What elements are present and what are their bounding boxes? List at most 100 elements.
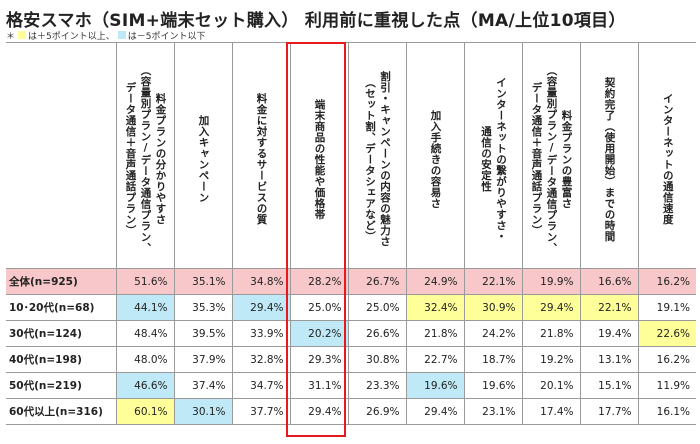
value-cell: 19.4%	[579, 320, 639, 347]
table-row: 50代(n=219) 46.6% 37.4% 34.7% 31.1% 23.3% 19.6%…	[6, 372, 696, 399]
legend-low-label: は－5ポイント以下	[127, 31, 206, 42]
value-cell: 30.8%	[347, 346, 407, 373]
value-cell: 16.2%	[637, 268, 696, 295]
value-cell: 30.9%	[463, 294, 523, 321]
value-cell: 51.6%	[115, 268, 175, 295]
value-cell: 16.2%	[637, 346, 696, 373]
value-cell: 44.1%	[115, 294, 175, 321]
value-cell: 35.3%	[173, 294, 233, 321]
table-row: 全体(n=925) 51.6% 35.1% 34.8% 28.2% 26.7% 24.9% 2…	[6, 268, 696, 295]
value-cell: 19.6%	[463, 372, 523, 399]
value-cell: 19.9%	[521, 268, 581, 295]
column-header-label: 料金プランの豊富さ （容量別プラン/データ通信プラン、 データ通信＋音声通話プラ…	[530, 64, 573, 254]
corner-cell	[6, 42, 117, 269]
legend-high-swatch	[18, 31, 27, 39]
value-cell: 19.2%	[521, 346, 581, 373]
column-header-5: 加入手続きの容易さ	[405, 42, 465, 269]
value-cell: 37.4%	[173, 372, 233, 399]
value-cell: 13.1%	[579, 346, 639, 373]
column-header-1: 加入キャンペーン	[173, 42, 233, 269]
value-cell: 30.1%	[173, 398, 233, 425]
value-cell: 39.5%	[173, 320, 233, 347]
column-header-label: 端末商品の性能や価格帯	[313, 98, 326, 220]
column-header-3: 端末商品の性能や価格帯	[289, 42, 349, 269]
column-header-row: 料金プランの分かりやすさ （容量別プラン/データ通信プラン、 データ通信＋音声通…	[6, 42, 696, 269]
value-cell: 32.4%	[405, 294, 465, 321]
row-label: 50代(n=219)	[6, 372, 117, 399]
value-cell: 20.1%	[521, 372, 581, 399]
value-cell: 32.8%	[231, 346, 291, 373]
value-cell: 24.2%	[463, 320, 523, 347]
legend: ＊ は＋5ポイント以上、 は－5ポイント以下	[6, 29, 206, 42]
row-label: 10･20代(n=68)	[6, 294, 117, 321]
value-cell: 29.3%	[289, 346, 349, 373]
column-header-2: 料金に対するサービスの質	[231, 42, 291, 269]
legend-asterisk: ＊	[6, 31, 16, 42]
legend-low-swatch	[117, 31, 126, 39]
table-row: 40代(n=198) 48.0% 37.9% 32.8% 29.3% 30.8% 22.7%…	[6, 346, 696, 373]
value-cell: 33.9%	[231, 320, 291, 347]
column-header-4: 割引・キャンペーンの内容の魅力さ （セット割、データシェアなど）	[347, 42, 407, 269]
value-cell: 28.2%	[289, 268, 349, 295]
row-label: 30代(n=124)	[6, 320, 117, 347]
value-cell: 34.8%	[231, 268, 291, 295]
value-cell: 11.9%	[637, 372, 696, 399]
column-header-label: 料金に対するサービスの質	[255, 93, 268, 225]
value-cell: 26.6%	[347, 320, 407, 347]
column-header-label: 契約完了（使用開始）までの時間	[603, 76, 616, 242]
row-label: 60代以上(n=316)	[6, 398, 117, 425]
row-label: 40代(n=198)	[6, 346, 117, 373]
column-header-9: インターネットの通信速度	[637, 42, 696, 269]
row-label: 全体(n=925)	[6, 268, 117, 295]
value-cell: 18.7%	[463, 346, 523, 373]
value-cell: 31.1%	[289, 372, 349, 399]
table-row: 60代以上(n=316) 60.1% 30.1% 37.7% 29.4% 26.9% 29.…	[6, 398, 696, 425]
column-header-label: 割引・キャンペーンの内容の魅力さ （セット割、データシェアなど）	[364, 71, 391, 247]
value-cell: 29.4%	[521, 294, 581, 321]
table-row: 30代(n=124) 48.4% 39.5% 33.9% 20.2% 26.6% 21.8%…	[6, 320, 696, 347]
value-cell: 48.4%	[115, 320, 175, 347]
value-cell: 24.9%	[405, 268, 465, 295]
value-cell: 15.1%	[579, 372, 639, 399]
column-header-label: 加入手続きの容易さ	[429, 109, 442, 209]
column-header-label: 料金プランの分かりやすさ （容量別プラン/データ通信プラン、 データ通信＋音声通…	[124, 64, 167, 254]
value-cell: 21.8%	[405, 320, 465, 347]
value-cell: 22.6%	[637, 320, 696, 347]
column-header-7: 料金プランの豊富さ （容量別プラン/データ通信プラン、 データ通信＋音声通話プラ…	[521, 42, 581, 269]
value-cell: 19.6%	[405, 372, 465, 399]
column-header-label: インターネットの繋がりやすさ・ 通信の安定性	[480, 76, 507, 242]
legend-high-label: は＋5ポイント以上、	[28, 31, 115, 42]
value-cell: 25.0%	[347, 294, 407, 321]
results-table: 料金プランの分かりやすさ （容量別プラン/データ通信プラン、 データ通信＋音声通…	[6, 42, 696, 425]
table-row: 10･20代(n=68) 44.1% 35.3% 29.4% 25.0% 25.0% 32.…	[6, 294, 696, 321]
column-header-0: 料金プランの分かりやすさ （容量別プラン/データ通信プラン、 データ通信＋音声通…	[115, 42, 175, 269]
value-cell: 26.9%	[347, 398, 407, 425]
value-cell: 21.8%	[521, 320, 581, 347]
value-cell: 22.1%	[579, 294, 639, 321]
value-cell: 29.4%	[405, 398, 465, 425]
value-cell: 17.7%	[579, 398, 639, 425]
value-cell: 60.1%	[115, 398, 175, 425]
value-cell: 22.1%	[463, 268, 523, 295]
column-header-8: 契約完了（使用開始）までの時間	[579, 42, 639, 269]
value-cell: 23.1%	[463, 398, 523, 425]
column-header-6: インターネットの繋がりやすさ・ 通信の安定性	[463, 42, 523, 269]
value-cell: 48.0%	[115, 346, 175, 373]
value-cell: 19.1%	[637, 294, 696, 321]
column-header-label: インターネットの通信速度	[661, 93, 674, 225]
value-cell: 29.4%	[231, 294, 291, 321]
value-cell: 16.6%	[579, 268, 639, 295]
value-cell: 37.7%	[231, 398, 291, 425]
value-cell: 29.4%	[289, 398, 349, 425]
value-cell: 22.7%	[405, 346, 465, 373]
column-header-label: 加入キャンペーン	[197, 115, 210, 203]
value-cell: 20.2%	[289, 320, 349, 347]
value-cell: 46.6%	[115, 372, 175, 399]
value-cell: 37.9%	[173, 346, 233, 373]
value-cell: 35.1%	[173, 268, 233, 295]
value-cell: 16.1%	[637, 398, 696, 425]
value-cell: 34.7%	[231, 372, 291, 399]
value-cell: 26.7%	[347, 268, 407, 295]
chart-title: 格安スマホ（SIM+端末セット購入） 利用前に重視した点（MA/上位10項目）	[6, 11, 626, 31]
value-cell: 25.0%	[289, 294, 349, 321]
